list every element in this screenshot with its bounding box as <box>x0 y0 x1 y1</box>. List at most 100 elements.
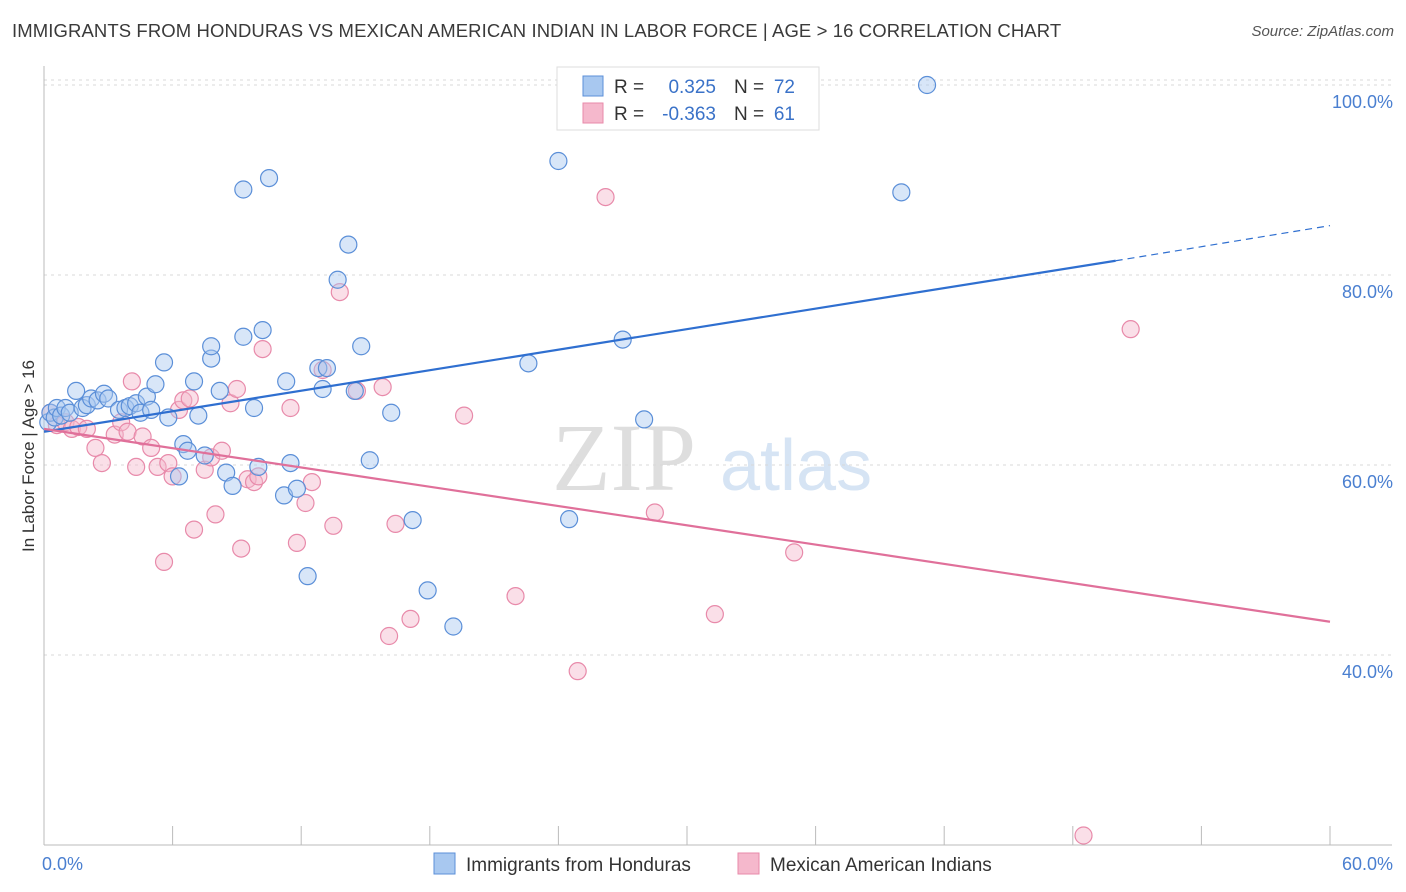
trend-line-pink <box>43 427 1331 623</box>
data-point-pink <box>180 389 199 408</box>
data-point-blue <box>202 349 221 368</box>
data-point-blue <box>109 400 129 419</box>
data-point-pink <box>122 372 141 391</box>
data-point-blue <box>184 372 204 391</box>
data-point-blue <box>560 510 579 529</box>
data-point-pink <box>296 493 315 513</box>
data-point-pink <box>232 539 251 558</box>
data-point-blue <box>382 403 401 422</box>
data-point-pink <box>1074 826 1093 845</box>
data-point-blue <box>519 354 538 373</box>
data-point-blue <box>287 479 307 498</box>
data-point-pink <box>86 438 105 457</box>
axes <box>43 66 1392 846</box>
data-point-pink <box>92 454 111 473</box>
legend-swatch-blue <box>582 75 604 97</box>
data-point-pink <box>163 467 182 486</box>
data-point-pink <box>645 503 664 522</box>
data-point-blue <box>146 375 165 394</box>
legend-swatch-pink <box>582 102 604 124</box>
legend-r-label-1: R = <box>614 77 644 98</box>
legend-r-value-2: -0.363 <box>662 104 716 125</box>
legend-n-value-2: 61 <box>774 104 795 125</box>
data-point-blue <box>317 359 337 378</box>
data-point-pink <box>386 514 405 534</box>
data-point-blue <box>67 381 86 400</box>
data-point-pink <box>596 188 615 207</box>
data-point-pink <box>148 457 167 476</box>
data-point-pink <box>302 473 322 492</box>
data-point-blue <box>210 381 229 400</box>
chart-title: IMMIGRANTS FROM HONDURAS VS MEXICAN AMER… <box>12 20 1062 41</box>
data-point-pink <box>206 505 225 524</box>
data-point-blue <box>234 180 253 199</box>
data-point-pink <box>373 378 392 397</box>
data-point-pink <box>127 457 146 476</box>
x-tick-label-max: 60.0% <box>1342 854 1393 874</box>
data-point-pink <box>506 586 525 606</box>
watermark-zip: ZIP <box>552 404 696 511</box>
data-point-pink <box>142 438 161 457</box>
data-point-pink <box>253 340 272 359</box>
data-point-blue <box>418 581 437 600</box>
y-tick-label: 100.0% <box>1332 92 1393 112</box>
x-tick-labels: 0.0% 60.0% <box>42 854 1393 874</box>
data-point-pink <box>287 533 307 553</box>
data-point-blue <box>328 270 347 289</box>
data-point-blue <box>99 389 118 408</box>
bottom-legend-label-blue: Immigrants from Honduras <box>466 855 691 876</box>
data-point-pink <box>249 467 268 486</box>
data-point-pink <box>785 543 804 562</box>
data-point-pink <box>324 516 343 535</box>
data-point-blue <box>549 151 568 171</box>
legend-n-value-1: 72 <box>774 77 795 98</box>
legend-r-value-1: 0.325 <box>668 77 716 98</box>
grid-lines <box>44 79 1392 656</box>
bottom-legend-label-pink: Mexican American Indians <box>770 855 992 876</box>
bottom-legend: Immigrants from Honduras Mexican America… <box>433 852 992 876</box>
data-point-blue <box>189 406 208 425</box>
watermark-atlas: atlas <box>720 426 872 506</box>
data-point-blue <box>444 617 463 636</box>
data-point-blue <box>154 353 174 372</box>
legend-n-label-1: N = <box>734 77 764 98</box>
data-point-blue <box>277 372 296 391</box>
data-point-blue <box>223 476 242 495</box>
data-point-blue <box>360 451 379 470</box>
data-point-blue <box>403 510 422 530</box>
data-point-blue <box>352 337 371 356</box>
data-point-blue <box>298 567 317 586</box>
series-mexican-american-indians <box>41 188 1140 845</box>
data-point-pink <box>401 609 420 629</box>
data-point-pink <box>379 626 399 646</box>
legend-r-label-2: R = <box>614 104 644 125</box>
data-point-pink <box>454 406 474 425</box>
trend-lines <box>43 225 1331 623</box>
data-point-blue <box>244 398 264 418</box>
y-tick-label: 40.0% <box>1342 662 1393 682</box>
data-point-blue <box>234 327 253 346</box>
y-tick-label: 60.0% <box>1342 472 1393 492</box>
data-point-pink <box>118 422 137 441</box>
data-point-blue <box>259 169 279 188</box>
chart-source: Source: ZipAtlas.com <box>1251 23 1394 40</box>
data-point-pink <box>705 605 724 624</box>
data-point-blue <box>202 337 221 356</box>
data-point-pink <box>154 552 174 572</box>
data-point-blue <box>892 183 911 202</box>
legend-n-label-2: N = <box>734 104 764 125</box>
data-point-pink <box>281 398 300 418</box>
data-point-blue <box>195 446 214 465</box>
data-point-pink <box>227 379 246 399</box>
trend-line-blue-extension <box>1115 225 1331 262</box>
x-tick-label-min: 0.0% <box>42 854 83 874</box>
data-point-blue <box>253 321 272 340</box>
bottom-legend-swatch-blue <box>433 852 456 875</box>
data-point-blue <box>345 381 364 400</box>
y-tick-label: 80.0% <box>1342 282 1393 302</box>
data-point-blue <box>917 75 937 95</box>
legend: R = 0.325 N = 72 R = -0.363 N = 61 <box>556 66 820 131</box>
data-point-blue <box>281 454 300 473</box>
bottom-legend-swatch-pink <box>737 852 760 875</box>
